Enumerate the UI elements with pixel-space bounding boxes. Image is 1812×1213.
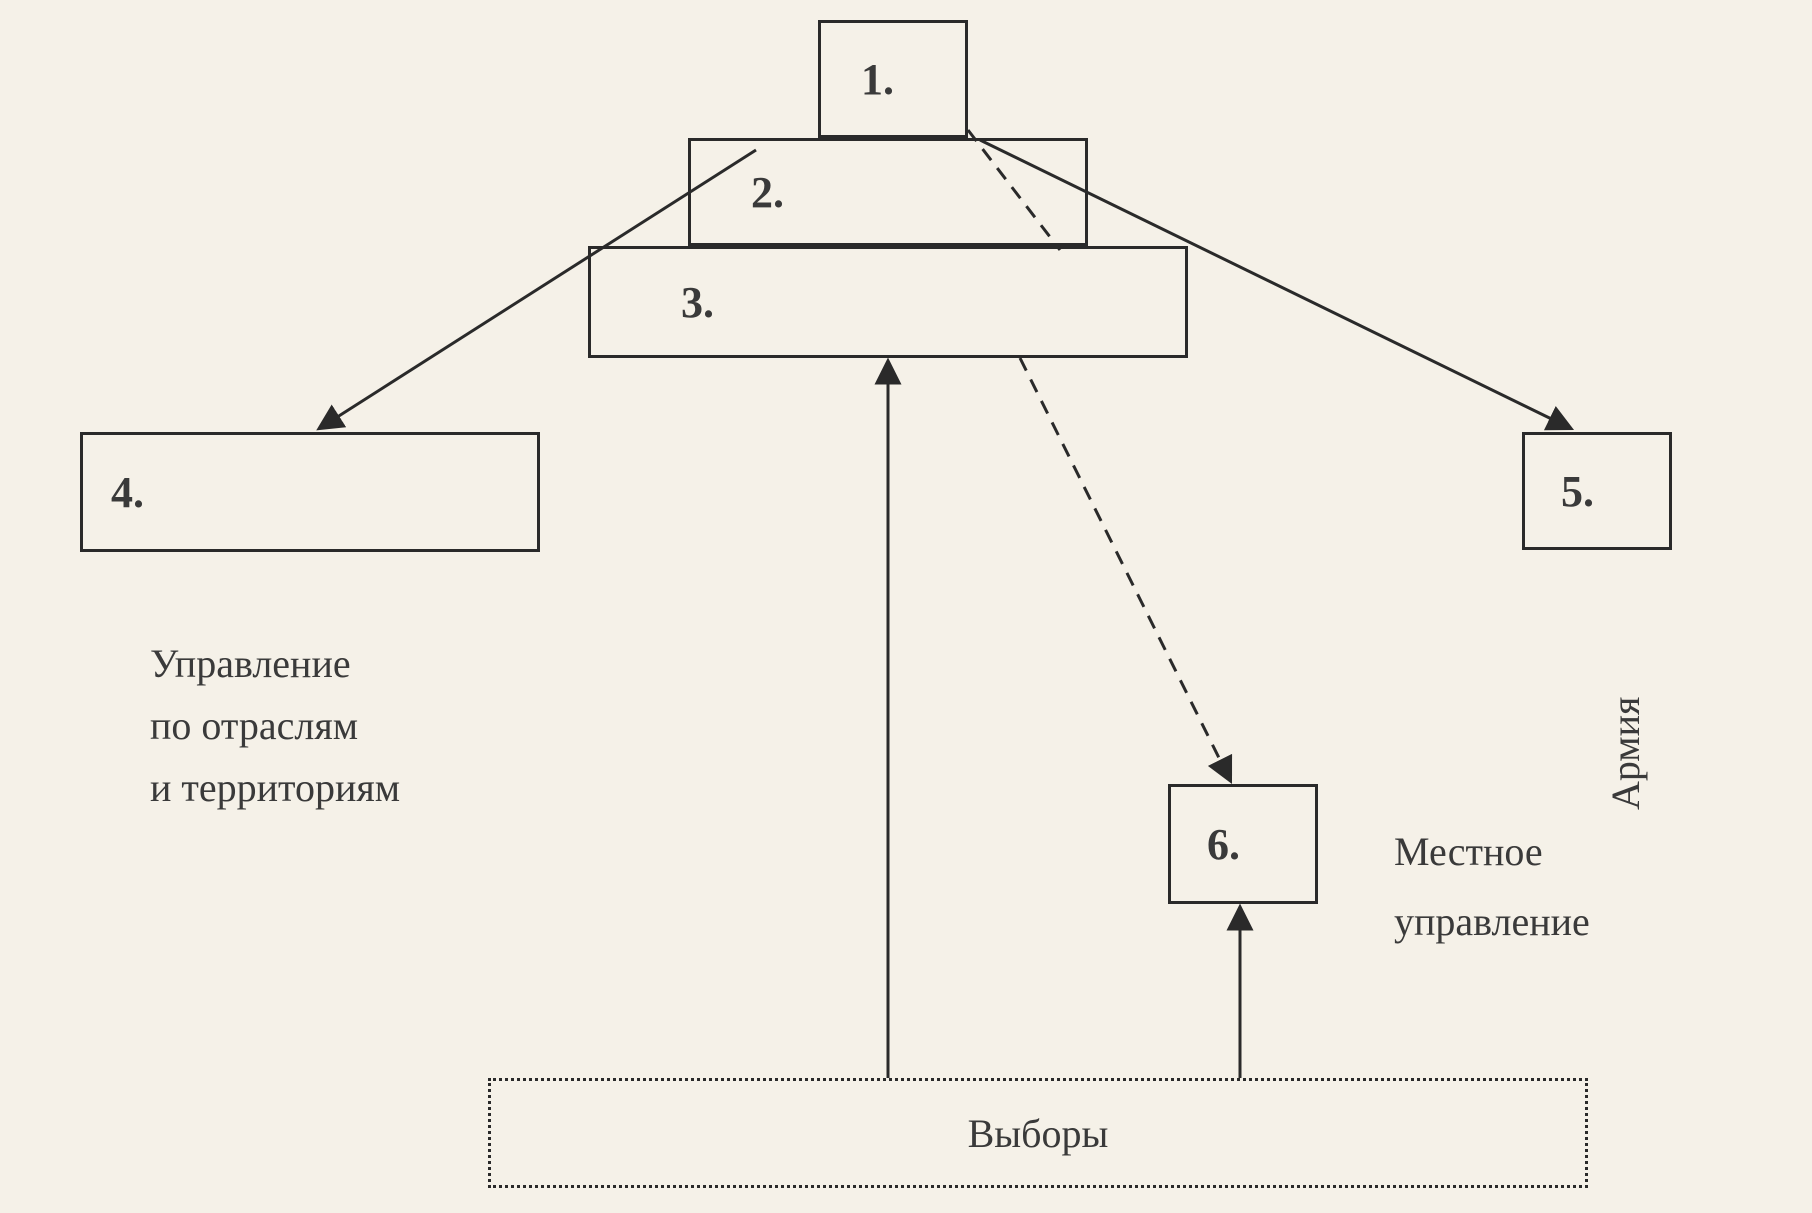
node-n6-label: 6.	[1207, 819, 1240, 870]
label-l6-line-1: управление	[1394, 898, 1590, 945]
node-n1: 1.	[818, 20, 968, 138]
label-l4-line-0: Управление	[150, 640, 351, 687]
node-n7: Выборы	[488, 1078, 1588, 1188]
node-n4: 4.	[80, 432, 540, 552]
diagram-canvas: 1. 2. 3. 4. 5. 6. Выборы Управление по отраслям и…	[0, 0, 1812, 1213]
node-n2-label: 2.	[751, 167, 784, 218]
node-n3: 3.	[588, 246, 1188, 358]
node-n6: 6.	[1168, 784, 1318, 904]
node-n5: 5.	[1522, 432, 1672, 550]
node-n1-label: 1.	[861, 54, 894, 105]
label-l4-line-1: по отраслям	[150, 702, 358, 749]
label-l5: Армия	[1602, 697, 1649, 810]
node-n2: 2.	[688, 138, 1088, 246]
label-l4-line-2: и территориям	[150, 764, 400, 811]
node-n4-label: 4.	[111, 467, 144, 518]
node-n3-label: 3.	[681, 277, 714, 328]
label-l6-line-0: Местное	[1394, 828, 1543, 875]
node-n5-label: 5.	[1561, 466, 1594, 517]
node-n7-label: Выборы	[968, 1110, 1109, 1157]
edge-3	[1020, 358, 1230, 780]
